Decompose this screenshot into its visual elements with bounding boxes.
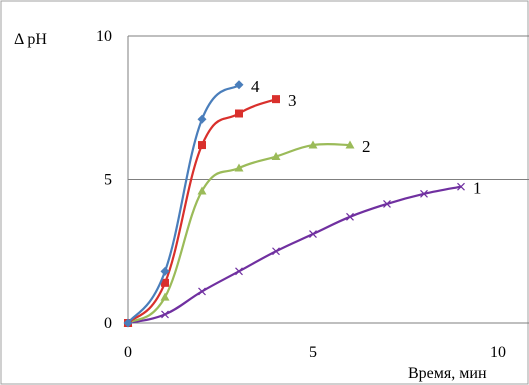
x-tick-label-10: 10 bbox=[490, 344, 506, 361]
data-point-1-4 bbox=[272, 247, 280, 256]
data-point-1-5 bbox=[309, 230, 317, 238]
data-point-4-3 bbox=[234, 80, 244, 90]
data-point-2-4 bbox=[271, 152, 281, 161]
series-label-3: 3 bbox=[288, 91, 297, 110]
data-point-4-0 bbox=[123, 318, 133, 328]
x-axis-label: Время, мин bbox=[408, 365, 487, 382]
data-point-1-1 bbox=[161, 310, 169, 319]
gridlines bbox=[128, 35, 529, 180]
data-point-3-1 bbox=[161, 278, 169, 287]
series-2 bbox=[123, 140, 355, 327]
x-tick-label-0: 0 bbox=[124, 344, 132, 361]
y-tick-label-0: 0 bbox=[104, 315, 112, 332]
data-point-1-9 bbox=[457, 182, 465, 191]
data-point-2-3 bbox=[234, 163, 244, 172]
data-point-1-7 bbox=[383, 199, 391, 208]
data-point-3-3 bbox=[235, 109, 243, 118]
data-point-1-3 bbox=[235, 267, 243, 276]
series-4 bbox=[123, 80, 244, 328]
data-point-2-1 bbox=[160, 292, 170, 301]
data-point-2-2 bbox=[197, 186, 207, 195]
data-point-3-4 bbox=[272, 95, 280, 104]
y-tick-label-10: 10 bbox=[96, 28, 112, 45]
labels: 1 2 3 4 bbox=[251, 77, 482, 198]
series-label-4: 4 bbox=[251, 77, 260, 96]
series-line-3 bbox=[127, 98, 277, 324]
y-axis-label: Δ pH bbox=[14, 31, 47, 48]
axes: 0 5 10 0 5 10 bbox=[96, 28, 529, 361]
data-point-4-1 bbox=[160, 266, 170, 276]
series-label-2: 2 bbox=[362, 137, 371, 156]
x-tick-label-5: 5 bbox=[309, 344, 317, 361]
series-group bbox=[123, 80, 465, 328]
data-point-1-2 bbox=[198, 287, 206, 296]
series-line-1 bbox=[127, 185, 462, 325]
data-point-3-2 bbox=[198, 141, 206, 150]
data-point-2-5 bbox=[308, 140, 318, 149]
series-label-1: 1 bbox=[473, 179, 482, 198]
y-tick-label-5: 5 bbox=[104, 172, 112, 189]
data-point-2-6 bbox=[345, 140, 355, 149]
series-line-4 bbox=[127, 83, 240, 324]
data-point-1-6 bbox=[346, 212, 354, 221]
data-point-4-2 bbox=[197, 114, 207, 124]
data-point-1-8 bbox=[420, 189, 428, 198]
